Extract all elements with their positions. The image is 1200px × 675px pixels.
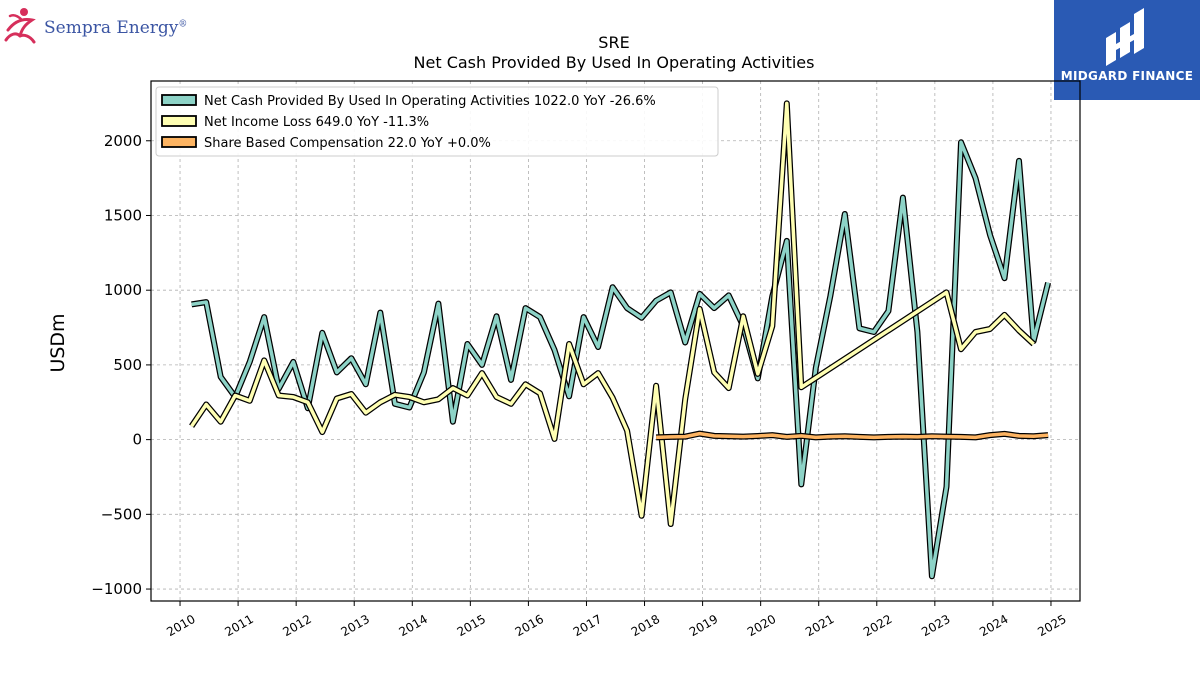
y-tick-label: 1500 [104, 206, 142, 224]
series-layer [189, 100, 1052, 580]
legend-label: Net Income Loss 649.0 YoY -11.3% [204, 115, 429, 130]
x-tick-label: 2015 [455, 612, 488, 639]
x-tick-label: 2020 [745, 612, 778, 639]
legend-box [155, 86, 719, 157]
y-tick-label: −1000 [91, 580, 142, 598]
y-tick-label: 500 [113, 356, 142, 374]
midgard-logo: MIDGARD FINANCE [1054, 0, 1200, 100]
series-line-outline [189, 100, 1036, 527]
x-tick-label: 2023 [919, 612, 952, 639]
legend-swatch [161, 136, 197, 148]
x-tick-label: 2021 [803, 612, 836, 639]
legend-swatch [161, 94, 197, 106]
legend-swatch [161, 115, 197, 127]
y-tick-label: 0 [132, 431, 142, 449]
y-tick-label: −500 [101, 505, 142, 523]
x-tick-label: 2016 [513, 612, 546, 639]
x-axis-ticks: 2010 2011 2012 2013 2014 2015 2016 2017 2018 2019… [164, 601, 1069, 639]
chart-subtitle: Net Cash Provided By Used In Operating A… [414, 53, 815, 72]
x-tick-label: 2012 [280, 612, 313, 639]
x-tick-label: 2010 [164, 612, 197, 639]
legend-label: Share Based Compensation 22.0 YoY +0.0% [204, 136, 491, 151]
sempra-logo-text: Sempra Energy® [44, 18, 188, 38]
x-tick-label: 2024 [977, 612, 1010, 639]
midgard-logo-icon [1106, 8, 1144, 66]
x-tick-label: 2013 [338, 612, 371, 639]
y-tick-label: 2000 [104, 132, 142, 150]
midgard-logo-text: MIDGARD FINANCE [1060, 69, 1194, 83]
x-tick-label: 2014 [397, 612, 430, 639]
x-tick-label: 2022 [861, 612, 894, 639]
legend-label: Net Cash Provided By Used In Operating A… [204, 94, 656, 109]
y-tick-label: 1000 [104, 281, 142, 299]
chart-title: SRE [598, 33, 629, 52]
x-tick-label: 2018 [629, 612, 662, 639]
x-tick-label: 2019 [687, 612, 720, 639]
x-tick-label: 2011 [222, 612, 255, 639]
series-line [190, 101, 1035, 526]
y-axis-label: USDm [47, 313, 69, 372]
series-line [656, 431, 1049, 440]
sempra-logo-icon [4, 8, 36, 44]
x-tick-label: 2025 [1035, 612, 1068, 639]
sempra-logo: Sempra Energy® [4, 4, 188, 46]
y-axis-ticks: −1000 −500 0 500 1000 1500 2000 [91, 132, 151, 598]
plot-frame [150, 80, 1081, 602]
series-line [191, 140, 1050, 579]
chart-legend: Net Cash Provided By Used In Operating A… [155, 86, 719, 157]
x-tick-label: 2017 [571, 612, 604, 639]
